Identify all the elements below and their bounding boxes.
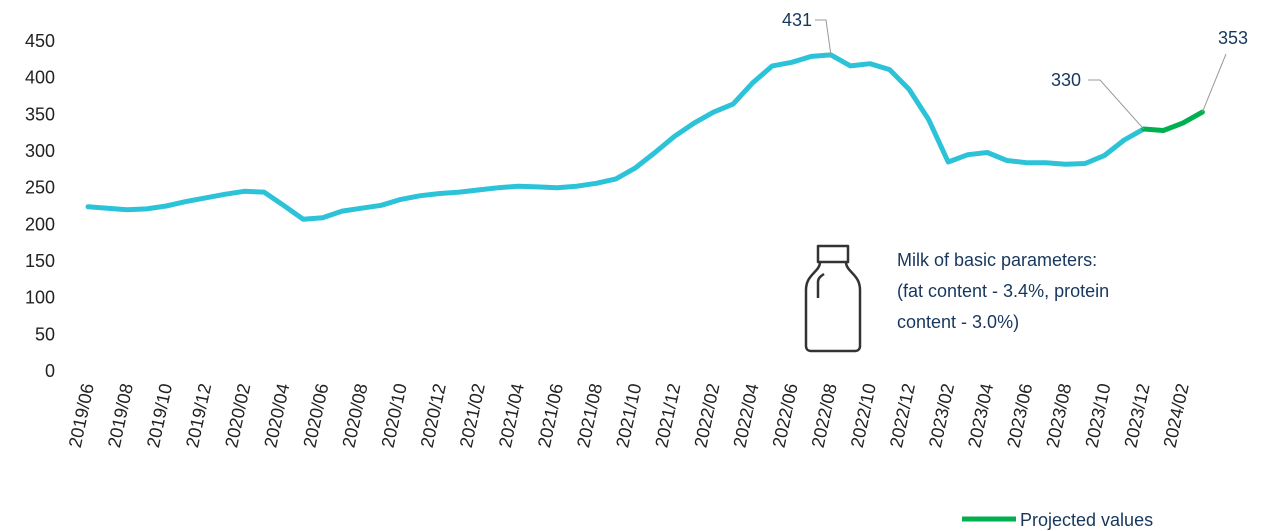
x-tick-label: 2022/02	[690, 382, 723, 450]
x-tick-label: 2023/06	[1003, 382, 1036, 450]
y-tick-label: 400	[25, 68, 55, 88]
x-tick-label: 2023/12	[1121, 382, 1154, 450]
x-tick-label: 2020/04	[260, 382, 293, 450]
x-tick-label: 2019/10	[143, 382, 176, 450]
y-tick-label: 250	[25, 178, 55, 198]
x-tick-label: 2022/04	[730, 382, 763, 450]
leader-line	[1201, 53, 1227, 113]
x-tick-label: 2023/04	[964, 382, 997, 450]
y-tick-label: 450	[25, 31, 55, 51]
x-tick-label: 2021/04	[495, 382, 528, 450]
x-tick-label: 2023/10	[1081, 382, 1114, 450]
y-tick-label: 350	[25, 104, 55, 124]
y-tick-label: 100	[25, 288, 55, 308]
x-tick-label: 2021/06	[534, 382, 567, 450]
x-tick-label: 2021/12	[651, 382, 684, 450]
y-tick-label: 0	[45, 361, 55, 381]
x-tick-label: 2021/10	[612, 382, 645, 450]
x-tick-label: 2023/08	[1042, 382, 1075, 450]
legend-label: Projected values	[1020, 510, 1153, 530]
value-label: 353	[1218, 28, 1248, 48]
y-tick-label: 300	[25, 141, 55, 161]
note-line: (fat content - 3.4%, protein	[897, 281, 1109, 301]
milk-bottle-icon	[804, 244, 862, 353]
x-tick-label: 2022/06	[769, 382, 802, 450]
x-tick-label: 2021/08	[573, 382, 606, 450]
x-tick-label: 2020/10	[378, 382, 411, 450]
value-label: 431	[782, 10, 812, 30]
x-tick-label: 2022/12	[886, 382, 919, 450]
data-line	[85, 52, 1147, 222]
x-tick-label: 2020/08	[339, 382, 372, 450]
x-tick-label: 2023/02	[925, 382, 958, 450]
note-line: Milk of basic parameters:	[897, 250, 1097, 270]
x-tick-label: 2019/06	[65, 382, 98, 450]
note-line: content - 3.0%)	[897, 312, 1019, 332]
x-tick-label: 2022/10	[847, 382, 880, 450]
x-tick-label: 2022/08	[808, 382, 841, 450]
y-tick-label: 50	[35, 324, 55, 344]
y-tick-label: 150	[25, 251, 55, 271]
leader-line	[1088, 79, 1145, 130]
x-tick-label: 2020/12	[417, 382, 450, 450]
x-tick-label: 2021/02	[456, 382, 489, 450]
x-tick-label: 2024/02	[1160, 382, 1193, 450]
leader-line	[815, 19, 832, 56]
x-tick-label: 2020/02	[221, 382, 254, 450]
y-tick-label: 200	[25, 214, 55, 234]
x-tick-label: 2019/08	[104, 382, 137, 450]
value-label: 330	[1051, 70, 1081, 90]
data-line	[1141, 109, 1205, 133]
x-tick-label: 2020/06	[299, 382, 332, 450]
x-tick-label: 2019/12	[182, 382, 215, 450]
